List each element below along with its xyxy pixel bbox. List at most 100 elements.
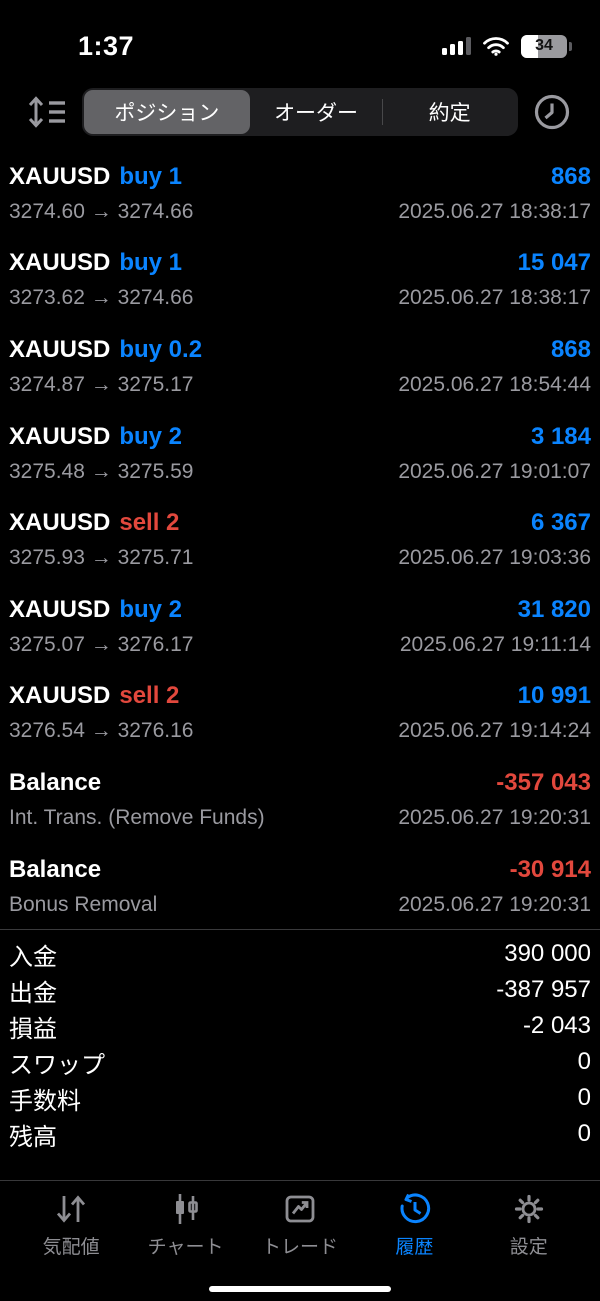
trade-time: 2025.06.27 19:20:31 — [398, 805, 591, 829]
history-list: XAUUSD buy 1 868 3274.60 → 3274.66 2025.… — [0, 150, 600, 929]
quotes-icon — [57, 1195, 86, 1223]
tab-label: ポジション — [114, 102, 220, 125]
status-bar: 1:37 34 — [0, 0, 600, 74]
symbol: XAUUSD — [9, 162, 111, 190]
nav-trade[interactable]: トレード — [250, 1193, 350, 1301]
trade-time: 2025.06.27 18:54:44 — [398, 372, 591, 396]
summary-value: 0 — [577, 1048, 591, 1076]
symbol: XAUUSD — [9, 422, 111, 450]
profit-value: 10 991 — [517, 682, 591, 710]
history-row[interactable]: Balance -357 043 Int. Trans. (Remove Fun… — [0, 756, 600, 843]
profit-value: 31 820 — [517, 595, 591, 623]
trade-side: buy 2 — [119, 422, 183, 450]
trade-side: buy 0.2 — [119, 335, 203, 363]
segmented-control: ポジション オーダー 約定 — [82, 88, 518, 136]
tab-positions[interactable]: ポジション — [84, 90, 250, 134]
summary-label: 入金 — [9, 943, 57, 971]
trade-time: 2025.06.27 19:03:36 — [398, 546, 591, 570]
summary-row: 手数料 0 — [9, 1080, 591, 1116]
symbol: XAUUSD — [9, 335, 111, 363]
history-row[interactable]: XAUUSD buy 1 15 047 3273.62 → 3274.66 20… — [0, 237, 600, 324]
summary-divider — [0, 929, 600, 931]
summary-row: 入金 390 000 — [9, 936, 591, 972]
cellular-signal-icon — [442, 37, 471, 55]
price-detail: 3276.54 → 3276.16 — [9, 719, 194, 743]
symbol: XAUUSD — [9, 595, 111, 623]
price-detail: Bonus Removal — [9, 892, 158, 916]
trade-time: 2025.06.27 18:38:17 — [398, 286, 591, 310]
battery-icon: 34 — [521, 34, 567, 58]
symbol: XAUUSD — [9, 509, 111, 537]
trade-time: 2025.06.27 19:14:24 — [398, 719, 591, 743]
battery-percent: 34 — [535, 37, 553, 54]
summary-value: -387 957 — [496, 976, 591, 1004]
trade-side: buy 1 — [119, 162, 183, 190]
wifi-icon — [483, 36, 509, 56]
tab-label: 約定 — [428, 102, 471, 125]
nav-label: 履歴 — [395, 1237, 434, 1258]
summary-label: 出金 — [9, 979, 57, 1007]
trade-time: 2025.06.27 19:20:31 — [398, 892, 591, 916]
history-row[interactable]: XAUUSD buy 1 868 3274.60 → 3274.66 2025.… — [0, 150, 600, 237]
trade-time: 2025.06.27 19:11:14 — [399, 632, 591, 656]
sort-button[interactable] — [20, 95, 76, 129]
symbol: XAUUSD — [9, 682, 111, 710]
nav-charts[interactable]: チャート — [136, 1193, 236, 1301]
profit-value: 868 — [550, 335, 591, 363]
header: ポジション オーダー 約定 — [0, 74, 600, 150]
tab-orders[interactable]: オーダー — [250, 90, 383, 134]
symbol: Balance — [9, 768, 102, 796]
nav-label: チャート — [147, 1237, 224, 1258]
nav-settings[interactable]: 設定 — [479, 1193, 579, 1301]
price-detail: 3274.87 → 3275.17 — [9, 372, 194, 396]
trade-side: buy 2 — [119, 595, 183, 623]
summary-label: スワップ — [9, 1051, 105, 1079]
nav-label: 気配値 — [42, 1237, 100, 1258]
summary-value: 0 — [577, 1084, 591, 1112]
price-detail: 3273.62 → 3274.66 — [9, 286, 194, 310]
status-time: 1:37 — [77, 30, 135, 61]
summary-value: 0 — [577, 1120, 591, 1148]
history-row[interactable]: XAUUSD sell 2 6 367 3275.93 → 3275.71 20… — [0, 496, 600, 583]
nav-history[interactable]: 履歴 — [364, 1193, 464, 1301]
account-summary: 入金 390 000 出金 -387 957 損益 -2 043 スワップ 0 … — [0, 930, 600, 1152]
symbol: Balance — [9, 855, 102, 883]
symbol: XAUUSD — [9, 249, 111, 277]
profit-value: -30 914 — [509, 855, 591, 883]
summary-row: 残高 0 — [9, 1116, 591, 1152]
history-row[interactable]: XAUUSD buy 2 3 184 3275.48 → 3275.59 202… — [0, 410, 600, 497]
tab-deals[interactable]: 約定 — [383, 90, 516, 134]
clock-icon — [534, 94, 570, 130]
summary-label: 手数料 — [9, 1087, 81, 1115]
summary-label: 残高 — [9, 1123, 57, 1151]
trade-side: buy 1 — [119, 249, 183, 277]
chart-icon — [175, 1194, 198, 1224]
price-detail: 3275.48 → 3275.59 — [9, 459, 194, 483]
profit-value: 6 367 — [530, 509, 591, 537]
trade-side: sell 2 — [119, 509, 180, 537]
tab-bar: 気配値 チャート トレード 履歴 — [0, 1180, 600, 1301]
battery-cap — [569, 41, 572, 51]
price-detail: 3275.07 → 3276.17 — [9, 632, 194, 656]
settings-icon — [514, 1194, 543, 1224]
history-row[interactable]: XAUUSD sell 2 10 991 3276.54 → 3276.16 2… — [0, 670, 600, 757]
trade-side: sell 2 — [119, 682, 180, 710]
trade-time: 2025.06.27 18:38:17 — [398, 199, 591, 223]
history-row[interactable]: XAUUSD buy 0.2 868 3274.87 → 3275.17 202… — [0, 323, 600, 410]
price-detail: 3275.93 → 3275.71 — [9, 546, 194, 570]
summary-label: 損益 — [9, 1015, 57, 1043]
sort-icon — [28, 96, 65, 128]
profit-value: 15 047 — [517, 249, 591, 277]
home-indicator[interactable] — [209, 1286, 391, 1292]
profit-value: -357 043 — [496, 768, 591, 796]
history-icon — [400, 1193, 431, 1224]
time-filter-button[interactable] — [524, 92, 580, 132]
nav-label: 設定 — [509, 1237, 548, 1258]
history-row[interactable]: XAUUSD buy 2 31 820 3275.07 → 3276.17 20… — [0, 583, 600, 670]
trade-icon — [285, 1195, 315, 1223]
history-row[interactable]: Balance -30 914 Bonus Removal 2025.06.27… — [0, 843, 600, 930]
nav-quotes[interactable]: 気配値 — [21, 1193, 121, 1301]
summary-row: 出金 -387 957 — [9, 972, 591, 1008]
price-detail: Int. Trans. (Remove Funds) — [9, 805, 265, 829]
summary-row: スワップ 0 — [9, 1044, 591, 1080]
